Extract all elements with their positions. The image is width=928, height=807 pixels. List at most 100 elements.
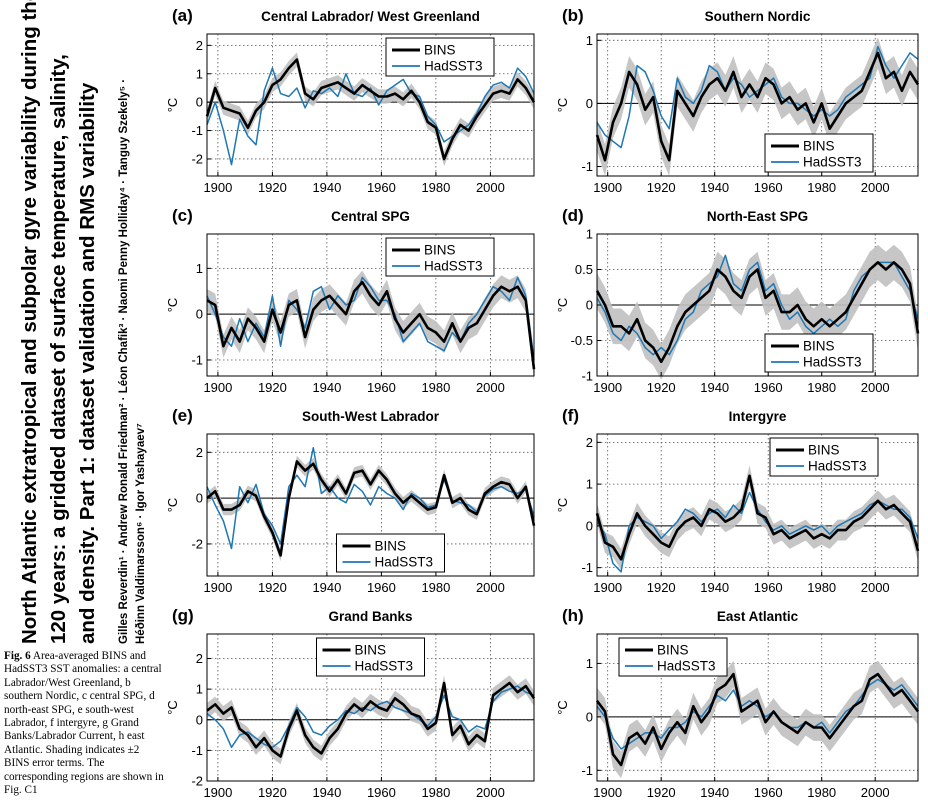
y-tick-label: 1 — [586, 477, 593, 492]
x-tick-label: 1920 — [258, 380, 287, 395]
legend-box — [764, 333, 874, 373]
x-tick-label: 1900 — [203, 580, 232, 595]
plot-frame — [206, 233, 535, 377]
legend-label-hadsst3: HadSST3 — [803, 355, 862, 370]
y-tick-label: -1 — [191, 123, 203, 138]
plot-frame — [596, 633, 919, 782]
x-tick-label: 1980 — [421, 380, 450, 395]
x-tick-label: 1940 — [312, 580, 341, 595]
legend-label-bins: BINS — [808, 443, 840, 458]
legend-box — [618, 637, 728, 677]
x-tick-label: 1900 — [203, 785, 232, 800]
series-line-hadsst3 — [206, 276, 535, 361]
x-tick-label: 1900 — [593, 580, 622, 595]
chart-panel-d: (d) North-East SPG 1900 1920 1940 1960 1980 200… — [555, 206, 920, 395]
chart-panel-b: (b) Southern Nordic 1900 1920 1940 1960 1980 20… — [555, 6, 920, 195]
x-tick-label: 1900 — [593, 180, 622, 195]
chart-title-a: Central Labrador/ West Greenland — [261, 9, 480, 24]
y-axis-label: °C — [165, 98, 180, 113]
series-line-bins — [206, 280, 536, 370]
y-axis-label: °C — [555, 298, 570, 313]
chart-panel-e: (e) South-West Labrador 1900 1920 1940 1960 19… — [165, 406, 536, 595]
panel-label-b: (b) — [562, 6, 584, 25]
legend-box — [336, 533, 445, 573]
legend-label-bins: BINS — [657, 643, 689, 658]
error-shading-b — [597, 37, 918, 177]
x-tick-label: 1940 — [700, 580, 729, 595]
x-tick-label: 2000 — [861, 580, 890, 595]
y-tick-label: -1 — [581, 763, 593, 778]
chart-title-f: Intergyre — [729, 409, 787, 424]
x-tick-label: 1940 — [700, 785, 729, 800]
panel-label-h: (h) — [562, 606, 584, 625]
x-tick-label: 1900 — [593, 785, 622, 800]
legend-box — [769, 437, 879, 477]
y-tick-label: -1 — [581, 560, 593, 575]
y-axis-label: °C — [555, 98, 570, 113]
y-tick-label: 1 — [586, 227, 593, 242]
author-list-line-2: Héðinn Valdimarsson⁶ · Igor Yashayaev⁷ — [135, 423, 147, 644]
error-shading-g — [207, 675, 534, 765]
panel-label-e: (e) — [172, 406, 193, 425]
chart-title-h: East Atlantic — [717, 609, 799, 624]
y-axis-label: °C — [165, 700, 180, 715]
x-tick-label: 1940 — [312, 380, 341, 395]
plot-frame — [206, 433, 535, 577]
legend-label-bins: BINS — [803, 339, 835, 354]
legend-label-bins: BINS — [375, 539, 407, 554]
legend-label-hadsst3: HadSST3 — [803, 155, 862, 170]
legend-label-hadsst3: HadSST3 — [808, 459, 867, 474]
chart-title-b: Southern Nordic — [705, 9, 811, 24]
figure-caption-text: Area-averaged BINS and HadSST3 SST anoma… — [4, 650, 164, 797]
y-tick-label: 0 — [196, 712, 203, 727]
x-tick-label: 2000 — [476, 380, 505, 395]
legend-box — [385, 237, 495, 277]
y-tick-label: -1 — [581, 159, 593, 174]
x-tick-label: 1980 — [807, 785, 836, 800]
panel-label-a: (a) — [172, 6, 193, 25]
x-tick-label: 1920 — [258, 785, 287, 800]
author-list-line-1: Gilles Reverdin¹ · Andrew Ronald Friedma… — [118, 79, 130, 644]
x-tick-label: 2000 — [476, 580, 505, 595]
x-tick-label: 1960 — [754, 580, 783, 595]
y-tick-label: -1 — [191, 743, 203, 758]
x-tick-label: 1900 — [203, 180, 232, 195]
x-tick-label: 1960 — [367, 785, 396, 800]
legend-label-hadsst3: HadSST3 — [657, 659, 716, 674]
x-tick-label: 1940 — [700, 380, 729, 395]
y-tick-label: 0.5 — [575, 262, 593, 277]
x-tick-label: 1980 — [807, 580, 836, 595]
x-tick-label: 1920 — [647, 180, 676, 195]
y-tick-label: 2 — [196, 445, 203, 460]
article-title-line-3: and density. Part 1: dataset validation … — [76, 82, 99, 644]
y-tick-label: 0 — [196, 491, 203, 506]
x-tick-label: 2000 — [861, 785, 890, 800]
y-tick-label: 1 — [196, 682, 203, 697]
x-tick-label: 1980 — [807, 180, 836, 195]
chart-title-g: Grand Banks — [328, 609, 412, 624]
x-tick-label: 1900 — [593, 380, 622, 395]
error-shading-f — [597, 465, 918, 570]
series-line-bins — [205, 58, 536, 161]
y-tick-label: -1 — [581, 369, 593, 384]
legend-box — [316, 637, 425, 677]
plot-frame — [206, 33, 535, 177]
chart-panel-h: (h) East Atlantic 1900 1920 1940 1960 1980 2000… — [555, 606, 920, 800]
panel-label-d: (d) — [562, 206, 584, 225]
series-line-bins — [206, 460, 536, 557]
series-line-hadsst3 — [206, 67, 535, 166]
x-tick-label: 1980 — [421, 785, 450, 800]
panel-label-c: (c) — [172, 206, 193, 225]
y-tick-label: 0 — [586, 298, 593, 313]
y-tick-label: 2 — [196, 38, 203, 53]
y-axis-label: °C — [555, 700, 570, 715]
chart-panel-f: (f) Intergyre 1900 1920 1940 1960 1980 2000 -1 0 1… — [555, 406, 920, 595]
article-title-line-2: 120 years: a gridded dataset of surface … — [47, 54, 70, 644]
